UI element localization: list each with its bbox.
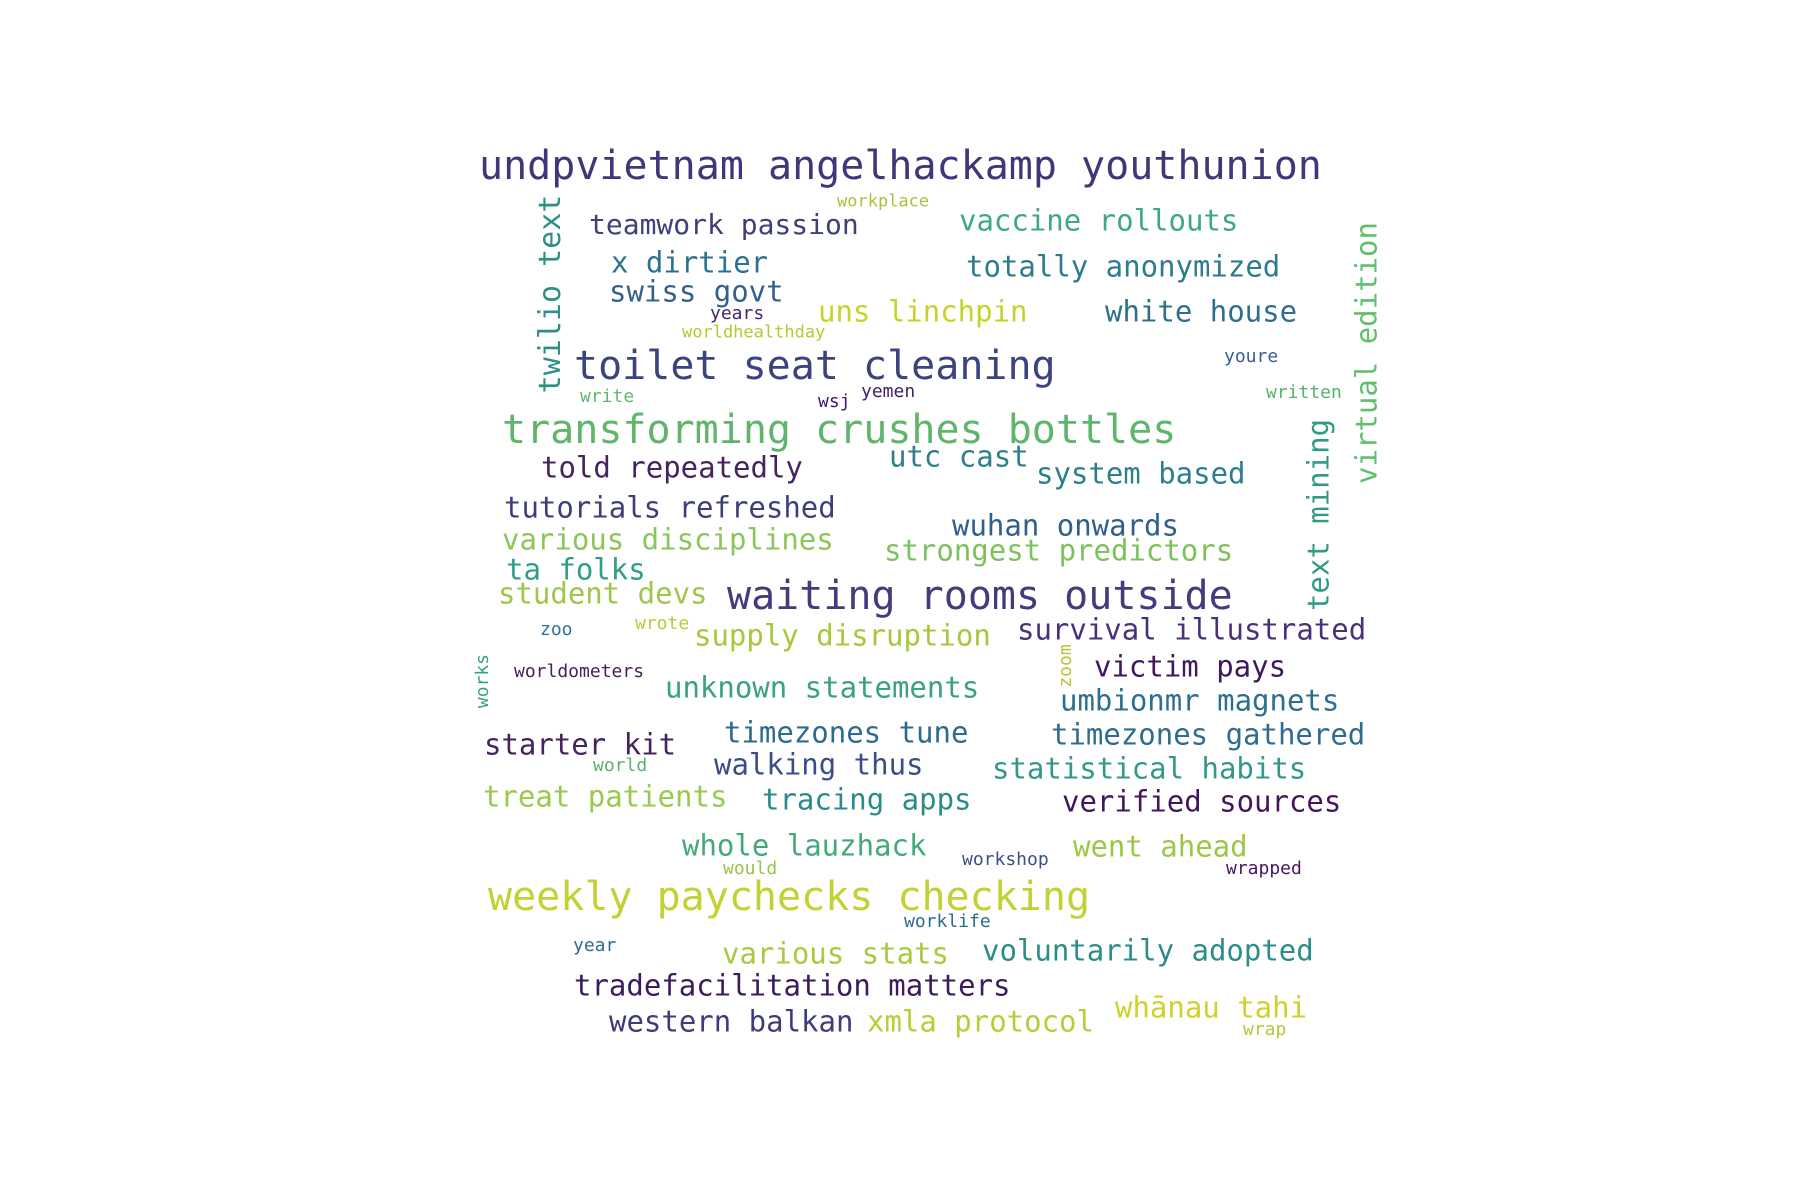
word-cloud-term: student devs bbox=[498, 576, 708, 611]
word-cloud-term: vaccine rollouts bbox=[959, 203, 1239, 238]
word-cloud-term: workshop bbox=[962, 849, 1049, 870]
word-cloud-term: western balkan bbox=[609, 1004, 854, 1039]
word-cloud-term: yemen bbox=[861, 381, 916, 402]
word-cloud-term: teamwork passion bbox=[589, 208, 859, 241]
word-cloud-term: voluntarily adopted bbox=[982, 933, 1314, 968]
word-cloud-term: x dirtier bbox=[611, 245, 769, 280]
word-cloud-term: survival illustrated bbox=[1017, 612, 1367, 647]
word-cloud-term: totally anonymized bbox=[966, 249, 1281, 284]
word-cloud-term: starter kit bbox=[484, 727, 677, 762]
word-cloud-term: tradefacilitation matters bbox=[574, 968, 1011, 1003]
word-cloud-term: workplace bbox=[837, 191, 930, 212]
word-cloud-term: treat patients bbox=[483, 779, 728, 814]
word-cloud-term: virtual edition bbox=[1349, 222, 1384, 484]
word-cloud-term: utc cast bbox=[889, 439, 1029, 474]
word-cloud-term: tracing apps bbox=[762, 782, 972, 817]
word-cloud-term: years bbox=[710, 303, 765, 324]
word-cloud-term: wrote bbox=[635, 613, 690, 634]
word-cloud-term: timezones gathered bbox=[1051, 717, 1366, 752]
word-cloud-term: tutorials refreshed bbox=[504, 490, 836, 525]
word-cloud-term: statistical habits bbox=[992, 751, 1307, 786]
word-cloud-term: wuhan onwards bbox=[952, 508, 1179, 543]
word-cloud-term: world bbox=[593, 755, 648, 776]
word-cloud-term: zoom bbox=[1055, 644, 1076, 688]
word-cloud-term: wrapped bbox=[1226, 858, 1302, 879]
word-cloud-term: told repeatedly bbox=[541, 450, 803, 485]
word-cloud-term: whānau tahi bbox=[1115, 990, 1308, 1025]
word-cloud-term: uns linchpin bbox=[818, 294, 1028, 329]
word-cloud-term: worldometers bbox=[514, 661, 645, 682]
word-cloud-term: worklife bbox=[904, 911, 991, 932]
word-cloud-term: youre bbox=[1224, 346, 1279, 367]
word-cloud-term: supply disruption bbox=[694, 618, 991, 653]
word-cloud-term: whole lauzhack bbox=[682, 828, 927, 863]
word-cloud-term: zoo bbox=[540, 619, 573, 640]
word-cloud-term: written bbox=[1266, 382, 1342, 403]
word-cloud-term: waiting rooms outside bbox=[727, 573, 1233, 619]
word-cloud-term: weekly paychecks checking bbox=[488, 874, 1091, 920]
word-cloud-term: strongest predictors bbox=[884, 533, 1234, 568]
word-cloud-term: undpvietnam angelhackamp youthunion bbox=[479, 143, 1322, 189]
word-cloud-term: year bbox=[573, 935, 617, 956]
word-cloud-term: twilio text bbox=[533, 194, 568, 394]
word-cloud-term: wrap bbox=[1243, 1019, 1287, 1040]
word-cloud-term: ta folks bbox=[506, 552, 646, 587]
word-cloud-term: timezones tune bbox=[724, 715, 969, 750]
word-cloud-term: various stats bbox=[722, 936, 949, 971]
word-cloud-term: worldhealthday bbox=[682, 322, 826, 343]
word-cloud-term: toilet seat cleaning bbox=[574, 343, 1056, 389]
word-cloud-term: would bbox=[723, 858, 778, 879]
word-cloud-term: unknown statements bbox=[665, 670, 980, 705]
word-cloud-term: went ahead bbox=[1073, 829, 1248, 864]
word-cloud-term: white house bbox=[1105, 294, 1298, 329]
word-cloud-term: text mining bbox=[1301, 418, 1336, 612]
word-cloud-term: transforming crushes bottles bbox=[502, 407, 1177, 453]
word-cloud-term: victim pays bbox=[1094, 649, 1287, 684]
word-cloud-term: write bbox=[580, 386, 635, 407]
word-cloud-term: wsj bbox=[818, 391, 851, 412]
word-cloud-term: system based bbox=[1036, 456, 1246, 491]
word-cloud-term: swiss govt bbox=[609, 274, 784, 309]
word-cloud-term: works bbox=[472, 653, 493, 709]
word-cloud-term: umbionmr magnets bbox=[1060, 683, 1340, 718]
word-cloud-term: xmla protocol bbox=[867, 1004, 1094, 1039]
word-cloud-term: verified sources bbox=[1062, 784, 1342, 819]
word-cloud-term: walking thus bbox=[714, 747, 924, 782]
word-cloud-term: various disciplines bbox=[502, 522, 834, 557]
